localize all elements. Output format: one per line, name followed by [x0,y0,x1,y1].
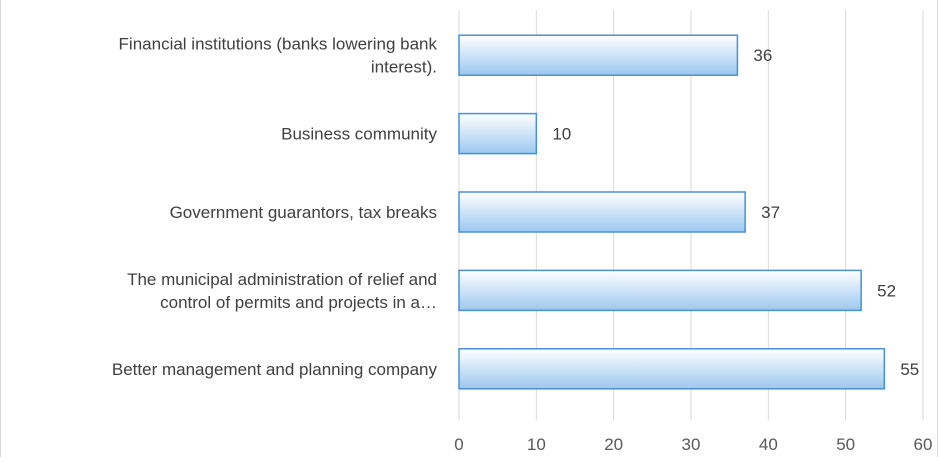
bar [458,348,886,390]
x-tick-label: 10 [527,435,546,454]
bar [458,191,746,233]
data-label: 36 [753,46,772,65]
data-label: 10 [552,125,571,144]
bar [458,34,739,76]
bar [458,269,862,312]
x-tick-label: 0 [454,435,463,454]
category-label: The municipal administration of relief a… [127,270,437,312]
data-labels: 36 10 37 52 55 [552,46,919,379]
x-tick-label: 40 [759,435,778,454]
category-label: Government guarantors, tax breaks [170,203,437,222]
data-label: 55 [900,360,919,379]
category-labels: Financial institutions (banks lowering b… [112,35,438,379]
category-label: Business community [281,125,437,144]
x-tick-label: 20 [604,435,623,454]
x-axis-ticks: 0 10 20 30 40 50 60 [454,435,932,454]
bar [458,112,538,155]
data-label: 52 [877,281,896,300]
data-label: 37 [761,203,780,222]
x-tick-label: 30 [682,435,701,454]
category-label: Financial institutions (banks lowering b… [119,35,438,77]
x-tick-label: 50 [836,435,855,454]
category-label: Better management and planning company [112,360,438,379]
bars [458,34,886,390]
x-tick-label: 60 [914,435,933,454]
